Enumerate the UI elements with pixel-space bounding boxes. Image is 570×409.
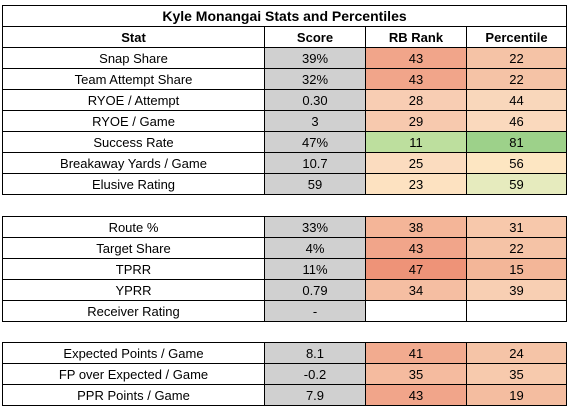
stat-cell: Target Share (2, 238, 265, 259)
percentile-cell: 56 (467, 153, 567, 174)
rb-rank-cell: 28 (366, 90, 467, 111)
stat-cell: Expected Points / Game (2, 342, 265, 364)
stat-cell: RYOE / Attempt (2, 90, 265, 111)
score-cell: 7.9 (265, 385, 366, 406)
percentile-cell: 46 (467, 111, 567, 132)
header-score: Score (265, 27, 366, 48)
stat-cell: TPRR (2, 259, 265, 280)
table-row: Snap Share 39% 43 22 (2, 48, 567, 69)
header-rb-rank: RB Rank (366, 27, 467, 48)
rb-rank-cell (366, 301, 467, 322)
rb-rank-cell: 41 (366, 342, 467, 364)
score-cell: 8.1 (265, 342, 366, 364)
score-cell: - (265, 301, 366, 322)
stat-cell: Team Attempt Share (2, 69, 265, 90)
stat-cell: Snap Share (2, 48, 265, 69)
table-row: PPR Points / Game 7.9 43 19 (2, 385, 567, 406)
rb-rank-cell: 43 (366, 48, 467, 69)
rb-rank-cell: 43 (366, 238, 467, 259)
percentile-cell: 59 (467, 174, 567, 195)
score-cell: 59 (265, 174, 366, 195)
score-cell: 11% (265, 259, 366, 280)
percentile-cell: 24 (467, 342, 567, 364)
score-cell: 0.30 (265, 90, 366, 111)
score-cell: 4% (265, 238, 366, 259)
header-percentile: Percentile (467, 27, 567, 48)
table-row: RYOE / Game 3 29 46 (2, 111, 567, 132)
stat-cell: YPRR (2, 280, 265, 301)
rb-rank-cell: 38 (366, 216, 467, 238)
table-row: Route % 33% 38 31 (2, 216, 567, 238)
score-cell: 10.7 (265, 153, 366, 174)
percentile-cell: 39 (467, 280, 567, 301)
header-stat: Stat (2, 27, 265, 48)
stat-cell: Success Rate (2, 132, 265, 153)
table-row: YPRR 0.79 34 39 (2, 280, 567, 301)
percentile-cell: 22 (467, 238, 567, 259)
rb-rank-cell: 43 (366, 385, 467, 406)
rb-rank-cell: 47 (366, 259, 467, 280)
rb-rank-cell: 34 (366, 280, 467, 301)
table-row: Success Rate 47% 11 81 (2, 132, 567, 153)
table-title: Kyle Monangai Stats and Percentiles (2, 5, 567, 27)
score-cell: -0.2 (265, 364, 366, 385)
percentile-cell: 19 (467, 385, 567, 406)
score-cell: 33% (265, 216, 366, 238)
percentile-cell: 81 (467, 132, 567, 153)
percentile-cell (467, 301, 567, 322)
table-row: Team Attempt Share 32% 43 22 (2, 69, 567, 90)
score-cell: 47% (265, 132, 366, 153)
stat-cell: Breakaway Yards / Game (2, 153, 265, 174)
table-row: TPRR 11% 47 15 (2, 259, 567, 280)
header-row: Stat Score RB Rank Percentile (2, 27, 567, 48)
stat-cell: Elusive Rating (2, 174, 265, 195)
score-cell: 32% (265, 69, 366, 90)
percentile-cell: 15 (467, 259, 567, 280)
score-cell: 0.79 (265, 280, 366, 301)
rb-rank-cell: 11 (366, 132, 467, 153)
table-row: Elusive Rating 59 23 59 (2, 174, 567, 195)
percentile-cell: 44 (467, 90, 567, 111)
stat-cell: RYOE / Game (2, 111, 265, 132)
table-row: FP over Expected / Game -0.2 35 35 (2, 364, 567, 385)
percentile-cell: 22 (467, 48, 567, 69)
table-row: Expected Points / Game 8.1 41 24 (2, 342, 567, 364)
stat-cell: PPR Points / Game (2, 385, 265, 406)
rb-rank-cell: 29 (366, 111, 467, 132)
rb-rank-cell: 23 (366, 174, 467, 195)
percentile-cell: 22 (467, 69, 567, 90)
percentile-cell: 31 (467, 216, 567, 238)
rb-rank-cell: 25 (366, 153, 467, 174)
table-row: Receiver Rating - (2, 301, 567, 322)
table-row: Target Share 4% 43 22 (2, 238, 567, 259)
stat-cell: Receiver Rating (2, 301, 265, 322)
percentile-cell: 35 (467, 364, 567, 385)
score-cell: 3 (265, 111, 366, 132)
stat-cell: FP over Expected / Game (2, 364, 265, 385)
score-cell: 39% (265, 48, 366, 69)
table-row: Breakaway Yards / Game 10.7 25 56 (2, 153, 567, 174)
rb-rank-cell: 43 (366, 69, 467, 90)
rb-rank-cell: 35 (366, 364, 467, 385)
table-row: RYOE / Attempt 0.30 28 44 (2, 90, 567, 111)
stat-cell: Route % (2, 216, 265, 238)
